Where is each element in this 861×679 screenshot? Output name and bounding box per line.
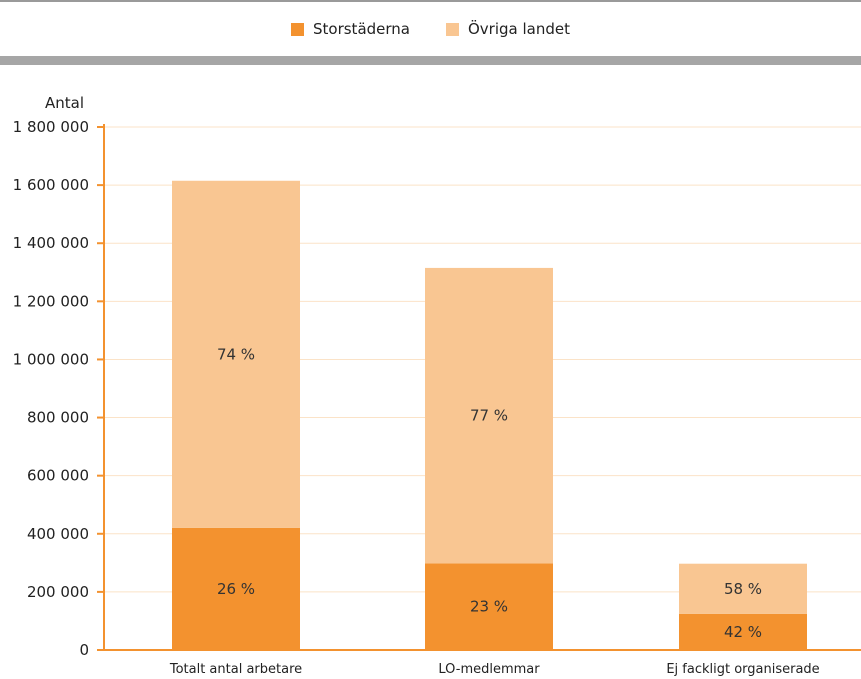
legend: Storstäderna Övriga landet — [0, 14, 861, 44]
bar-label-storstaderna-1: 23 % — [470, 598, 508, 616]
bar-label-storstaderna-0: 26 % — [217, 580, 255, 598]
x-category-label-2: Ej fackligt organiserade — [666, 662, 819, 677]
y-tick-label-8: 1 600 000 — [13, 176, 89, 194]
bar-label-ovriga-landet-2: 58 % — [724, 580, 762, 598]
y-tick-label-5: 1 000 000 — [13, 350, 89, 368]
bar-label-ovriga-landet-1: 77 % — [470, 407, 508, 425]
header-divider-band — [0, 56, 861, 65]
bar-ovriga-landet-2 — [679, 563, 807, 614]
x-category-label-1: LO-medlemmar — [438, 662, 540, 677]
legend-swatch-ovriga-landet — [446, 22, 459, 36]
y-tick-label-4: 800 000 — [27, 409, 89, 427]
y-tick-label-1: 200 000 — [27, 583, 89, 601]
x-category-label-0: Totalt antal arbetare — [169, 662, 302, 677]
y-tick-label-0: 0 — [79, 641, 89, 659]
top-rule — [0, 0, 861, 2]
y-tick-label-6: 1 200 000 — [13, 292, 89, 310]
bar-storstaderna-0 — [172, 527, 300, 650]
legend-label-ovriga-landet: Övriga landet — [468, 20, 570, 38]
bar-ovriga-landet-0 — [172, 180, 300, 528]
legend-swatch-storstaderna — [291, 22, 304, 36]
bar-ovriga-landet-1 — [425, 267, 553, 564]
y-tick-label-9: 1 800 000 — [13, 118, 89, 136]
legend-item-storstaderna: Storstäderna — [291, 20, 410, 38]
y-tick-label-7: 1 400 000 — [13, 234, 89, 252]
y-tick-label-2: 400 000 — [27, 525, 89, 543]
legend-item-ovriga-landet: Övriga landet — [446, 20, 570, 38]
bar-storstaderna-2 — [679, 613, 807, 650]
bar-storstaderna-1 — [425, 563, 553, 650]
legend-label-storstaderna: Storstäderna — [313, 20, 410, 38]
bar-label-ovriga-landet-0: 74 % — [217, 345, 255, 363]
y-axis-title: Antal — [45, 94, 84, 112]
bar-label-storstaderna-2: 42 % — [724, 623, 762, 641]
y-tick-label-3: 600 000 — [27, 467, 89, 485]
